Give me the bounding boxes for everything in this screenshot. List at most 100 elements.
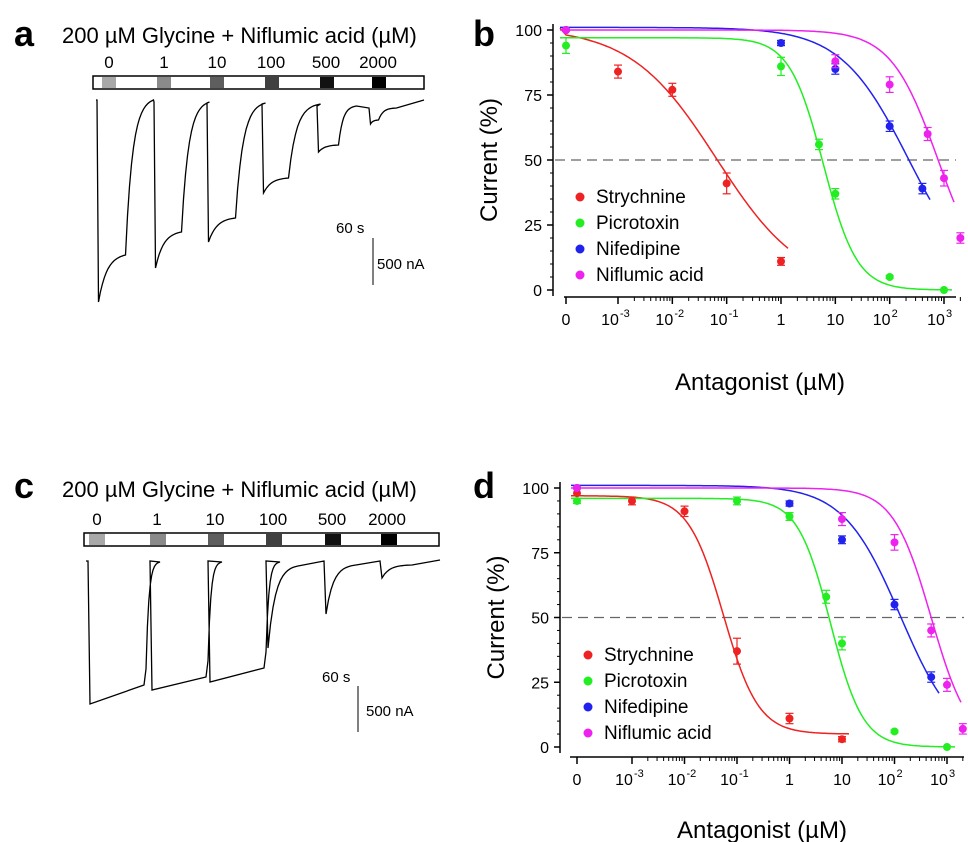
- data-point: [822, 592, 831, 601]
- legend-marker: [575, 270, 585, 280]
- y-tick-label: 75: [524, 88, 542, 105]
- data-point: [885, 122, 894, 131]
- y-tick-label: 0: [533, 283, 542, 300]
- data-point: [831, 57, 840, 66]
- conc-label: 1: [152, 510, 161, 529]
- legend-marker: [575, 192, 585, 202]
- conc-label: 10: [206, 510, 225, 529]
- data-point: [668, 85, 677, 94]
- legend-label: Niflumic acid: [596, 265, 704, 286]
- fit-curve: [560, 29, 955, 203]
- x-tick-label: 10: [873, 312, 891, 329]
- concentration-block: [89, 534, 105, 545]
- conc-label: 100: [259, 510, 287, 529]
- panel-c: c 200 µM Glycine + Niflumic acid (µM) 0 …: [14, 465, 441, 732]
- data-point: [814, 140, 823, 149]
- fit-curve: [571, 495, 850, 735]
- concentration-block: [150, 534, 166, 545]
- concentration-block: [320, 77, 334, 88]
- data-point: [940, 286, 948, 294]
- data-point: [562, 26, 570, 34]
- data-point: [785, 499, 794, 508]
- x-tick-label: 0: [562, 312, 571, 329]
- conc-label: 2000: [368, 510, 406, 529]
- data-point: [838, 735, 846, 744]
- panel-a-letter: a: [14, 13, 35, 54]
- current-trace: [96, 99, 425, 303]
- fit-curve: [560, 26, 931, 200]
- concentration-block: [157, 77, 171, 88]
- legend-marker: [583, 728, 593, 738]
- x-tick-label: -3: [620, 308, 630, 320]
- data-point: [838, 639, 846, 648]
- x-tick-label: 0: [573, 772, 582, 789]
- concentration-block: [372, 77, 386, 88]
- legend-marker: [575, 244, 585, 254]
- concentration-block: [265, 77, 279, 88]
- data-point: [562, 41, 570, 50]
- x-axis-title: Antagonist (µM): [677, 817, 847, 842]
- data-point: [838, 535, 846, 544]
- fit-curve: [559, 27, 789, 249]
- scale-current-label: 500 nA: [366, 703, 414, 720]
- panel-c-title: 200 µM Glycine + Niflumic acid (µM): [62, 477, 417, 502]
- panel-a-concentration-labels: 0 1 10 100 500 2000: [104, 53, 397, 72]
- y-tick-label: 50: [524, 153, 542, 170]
- application-timeline-bar: [92, 75, 425, 90]
- panel-c-concentration-labels: 0 1 10 100 500 2000: [92, 510, 406, 529]
- y-tick-label: 25: [531, 675, 549, 692]
- legend-marker: [583, 702, 593, 712]
- data-point: [885, 80, 894, 89]
- legend-marker: [575, 218, 585, 228]
- y-tick-label: 50: [531, 611, 549, 628]
- concentration-block: [381, 534, 397, 545]
- x-tick-label: 3: [946, 308, 952, 320]
- data-point: [927, 626, 936, 635]
- legend-marker: [583, 676, 593, 686]
- data-point: [573, 496, 581, 505]
- legend-label: Picrotoxin: [596, 213, 679, 234]
- legend-marker: [583, 650, 593, 660]
- x-tick-label: -2: [674, 308, 684, 320]
- data-point: [885, 273, 894, 281]
- data-point: [940, 174, 948, 183]
- panel-c-letter: c: [14, 465, 34, 506]
- concentration-block: [208, 534, 224, 545]
- legend-label: Picrotoxin: [604, 671, 687, 692]
- panel-a-title: 200 µM Glycine + Niflumic acid (µM): [62, 23, 417, 48]
- y-axis-title: Current (%): [476, 98, 503, 222]
- application-blocks: [102, 77, 386, 88]
- x-tick-label: -2: [687, 768, 697, 780]
- data-point: [923, 130, 932, 138]
- data-point: [890, 727, 899, 736]
- concentration-block: [210, 77, 224, 88]
- fit-curve: [571, 497, 955, 748]
- application-blocks: [89, 534, 397, 545]
- conc-label: 1: [159, 53, 168, 72]
- x-tick-label: 10: [601, 312, 619, 329]
- x-tick-label: -3: [634, 768, 644, 780]
- x-tick-label: 10: [710, 312, 728, 329]
- x-tick-label: 10: [826, 312, 844, 329]
- data-point: [680, 507, 689, 516]
- data-point: [777, 257, 785, 266]
- conc-label: 500: [318, 510, 346, 529]
- data-point: [733, 647, 741, 656]
- scale-current-label: 500 nA: [377, 256, 425, 273]
- scale-time-label: 60 s: [336, 220, 364, 237]
- data-point: [733, 496, 741, 505]
- data-point: [614, 67, 622, 76]
- y-axis-title: Current (%): [483, 555, 510, 679]
- data-point: [777, 62, 785, 71]
- x-tick-label: 1: [777, 312, 786, 329]
- conc-label: 10: [208, 53, 227, 72]
- legend-label: Nifedipine: [604, 697, 689, 718]
- panel-b-letter: b: [473, 13, 495, 54]
- conc-label: 100: [257, 53, 285, 72]
- data-point: [628, 496, 636, 505]
- data-point: [958, 724, 967, 733]
- fit-curve: [571, 487, 962, 703]
